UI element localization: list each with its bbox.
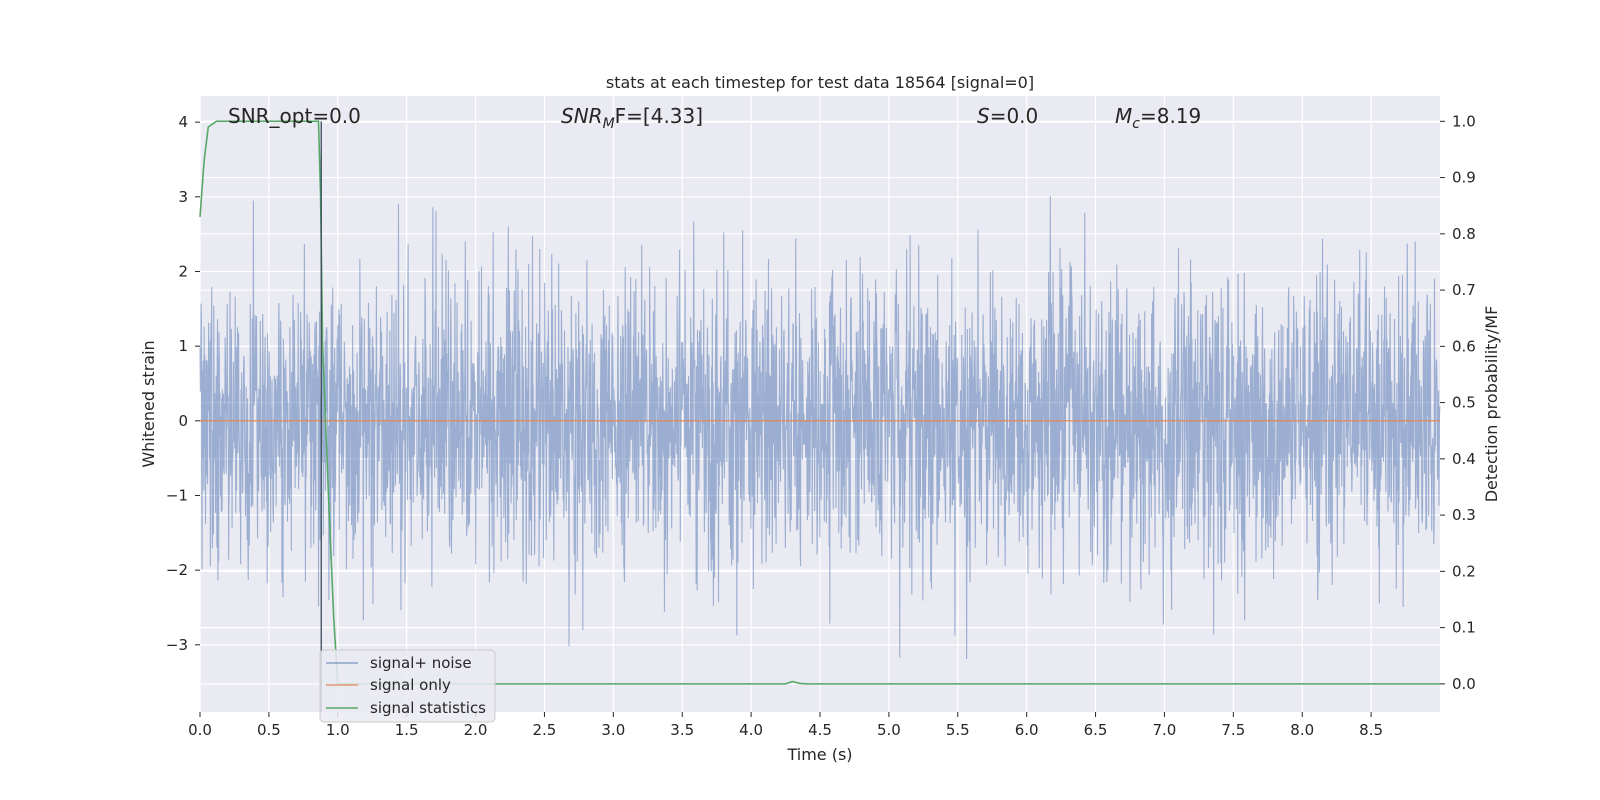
x-tick-label: 7.5: [1221, 721, 1245, 739]
x-tick-label: 3.0: [601, 721, 625, 739]
y-tick-label: 3: [178, 188, 188, 206]
y-tick-label: 0: [178, 412, 188, 430]
s-suffix: =0.0: [990, 104, 1039, 128]
s-prefix: S: [977, 104, 990, 128]
x-tick-label: 3.5: [670, 721, 694, 739]
annotation-s: S=0.0: [977, 104, 1038, 128]
annotation-mc: Mc=8.19: [1115, 104, 1201, 132]
x-tick-label: 1.0: [326, 721, 350, 739]
x-tick-label: 1.5: [395, 721, 419, 739]
mc-suffix: =8.19: [1140, 104, 1201, 128]
y-tick-label: 1: [178, 337, 188, 355]
x-tick-label: 8.5: [1359, 721, 1383, 739]
x-tick-label: 6.5: [1084, 721, 1108, 739]
legend-box: [319, 649, 496, 723]
annotation-snr-opt: SNR_opt=0.0: [228, 104, 361, 128]
y2-tick-label: 0.0: [1452, 675, 1476, 693]
x-tick-label: 0.5: [257, 721, 281, 739]
x-axis-label: Time (s): [786, 745, 852, 764]
x-tick-label: 6.0: [1015, 721, 1039, 739]
y2-tick-label: 0.4: [1452, 450, 1476, 468]
y-tick-label: 2: [178, 262, 188, 280]
x-axis-ticks: 0.0 0.5 1.0 1.5 2.0 2.5 3.0 3.5 4.0 4.5 5.0 5.5 6.0 6…: [188, 712, 1383, 739]
snr-mf-suffix: F=[4.33]: [615, 104, 703, 128]
x-tick-label: 4.5: [808, 721, 832, 739]
x-tick-label: 5.0: [877, 721, 901, 739]
legend-label-signal-noise: signal+ noise: [370, 654, 472, 672]
y-tick-label: −2: [166, 561, 188, 579]
y2-axis-ticks: 1.0 0.9 0.8 0.7 0.6 0.5 0.4 0.3 0.2 0.1 0.0: [1440, 112, 1476, 693]
legend-label-signal-only: signal only: [370, 676, 451, 694]
y-axis-ticks: 4 3 2 1 0 −1 −2 −3: [166, 113, 200, 654]
y2-tick-label: 1.0: [1452, 112, 1476, 130]
y2-tick-label: 0.3: [1452, 506, 1476, 524]
legend-label-signal-statistics: signal statistics: [370, 699, 486, 717]
y-tick-label: −1: [166, 486, 188, 504]
legend: signal+ noise signal only signal statist…: [319, 649, 496, 723]
x-tick-label: 4.0: [739, 721, 763, 739]
y2-tick-label: 0.6: [1452, 337, 1476, 355]
y2-tick-label: 0.1: [1452, 619, 1476, 637]
x-tick-label: 2.5: [533, 721, 557, 739]
y2-tick-label: 0.8: [1452, 225, 1476, 243]
signal-noise-line: [199, 195, 1441, 660]
y2-axis-label: Detection probability/MF: [1482, 306, 1501, 503]
x-tick-label: 7.0: [1153, 721, 1177, 739]
signal-noise-series: [199, 195, 1441, 660]
mc-sub: c: [1132, 116, 1140, 132]
mc-prefix: M: [1115, 104, 1132, 128]
y-tick-label: −3: [166, 636, 188, 654]
snr-mf-sub: M: [603, 116, 615, 132]
y2-tick-label: 0.7: [1452, 281, 1476, 299]
annotation-snr-mf: SNRMF=[4.33]: [561, 104, 703, 132]
x-tick-label: 2.0: [464, 721, 488, 739]
x-tick-label: 8.0: [1290, 721, 1314, 739]
y2-tick-label: 0.9: [1452, 169, 1476, 187]
y-tick-label: 4: [178, 113, 188, 131]
chart-title: stats at each timestep for test data 185…: [606, 73, 1034, 92]
x-tick-label: 5.5: [946, 721, 970, 739]
y2-tick-label: 0.2: [1452, 562, 1476, 580]
y2-tick-label: 0.5: [1452, 394, 1476, 412]
y-axis-label: Whitened strain: [139, 340, 158, 467]
snr-mf-prefix: SNR: [561, 104, 603, 128]
x-tick-label: 0.0: [188, 721, 212, 739]
